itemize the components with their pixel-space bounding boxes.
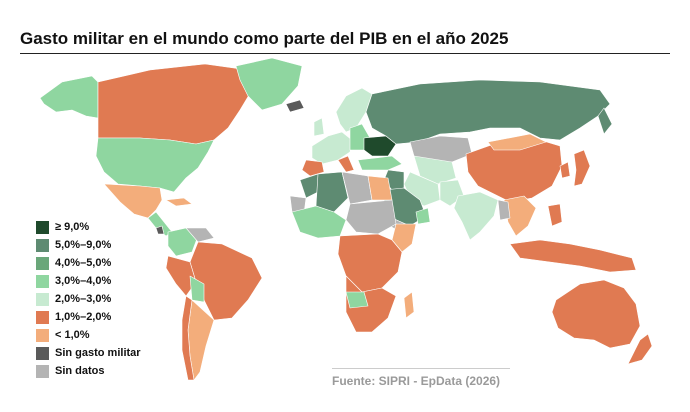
region-chile[interactable] [181, 295, 195, 381]
legend-label: 5,0%–9,0% [55, 239, 112, 251]
map-title: Gasto militar en el mundo como parte del… [20, 29, 509, 48]
legend-item-1-2: 1,0%–2,0% [36, 308, 141, 326]
legend-item-3-4: 3,0%–4,0% [36, 272, 141, 290]
region-mexico[interactable] [103, 183, 163, 219]
legend-label: Sin gasto militar [55, 347, 141, 359]
region-bolivia[interactable] [189, 275, 205, 303]
legend-swatch [36, 256, 49, 270]
legend-swatch [36, 292, 49, 306]
region-egypt[interactable] [367, 175, 393, 201]
region-iceland[interactable] [285, 99, 305, 113]
legend-item-ge9: ≥ 9,0% [36, 218, 141, 236]
legend: ≥ 9,0% 5,0%–9,0% 4,0%–5,0% 3,0%–4,0% 2,0… [36, 218, 141, 380]
region-madagascar[interactable] [403, 291, 415, 319]
legend-swatch [36, 328, 49, 342]
region-chad-sudan[interactable] [345, 199, 397, 235]
region-italy[interactable] [337, 155, 355, 173]
legend-label: 4,0%–5,0% [55, 257, 112, 269]
region-alaska[interactable] [39, 75, 99, 119]
region-iberia[interactable] [301, 159, 325, 177]
region-angola[interactable] [345, 291, 369, 309]
region-southeast-asia[interactable] [503, 195, 537, 237]
region-western-europe[interactable] [311, 131, 353, 165]
region-indonesia[interactable] [509, 239, 637, 273]
region-algeria[interactable] [315, 171, 349, 213]
legend-label: < 1,0% [55, 329, 90, 341]
legend-swatch [36, 310, 49, 324]
legend-item-nodata: Sin datos [36, 362, 141, 380]
region-myanmar[interactable] [497, 199, 511, 221]
region-australia[interactable] [551, 279, 641, 349]
region-korea[interactable] [559, 161, 571, 179]
region-horn-africa[interactable] [391, 223, 417, 253]
legend-swatch [36, 274, 49, 288]
legend-item-none: Sin gasto militar [36, 344, 141, 362]
region-japan[interactable] [573, 149, 591, 187]
region-southern-africa[interactable] [345, 275, 397, 333]
region-kamchatka[interactable] [597, 107, 613, 135]
legend-swatch [36, 364, 49, 378]
legend-item-2-3: 2,0%–3,0% [36, 290, 141, 308]
region-new-zealand[interactable] [627, 333, 653, 365]
region-central-africa[interactable] [337, 233, 403, 293]
region-venezuela[interactable] [185, 227, 215, 243]
region-india[interactable] [453, 191, 499, 241]
region-russia[interactable] [365, 79, 611, 145]
region-usa[interactable] [95, 137, 215, 193]
region-costa-rica[interactable] [155, 225, 165, 235]
legend-swatch [36, 238, 49, 252]
legend-item-4-5: 4,0%–5,0% [36, 254, 141, 272]
legend-label: Sin datos [55, 365, 105, 377]
region-caribbean[interactable] [165, 197, 193, 207]
region-turkey[interactable] [357, 155, 403, 171]
region-canada[interactable] [97, 63, 253, 145]
legend-swatch [36, 346, 49, 360]
region-oman[interactable] [415, 207, 431, 225]
region-west-africa[interactable] [291, 205, 347, 239]
title-divider [20, 53, 670, 54]
region-mongolia[interactable] [487, 133, 547, 151]
legend-label: ≥ 9,0% [55, 221, 90, 233]
legend-label: 2,0%–3,0% [55, 293, 112, 305]
region-greenland[interactable] [235, 57, 303, 111]
legend-label: 3,0%–4,0% [55, 275, 112, 287]
region-uk[interactable] [313, 117, 325, 137]
legend-item-lt1: < 1,0% [36, 326, 141, 344]
source-divider [332, 368, 510, 369]
legend-label: 1,0%–2,0% [55, 311, 112, 323]
legend-swatch [36, 220, 49, 234]
source-credit: Fuente: SIPRI - EpData (2026) [332, 374, 501, 388]
legend-item-5-9: 5,0%–9,0% [36, 236, 141, 254]
region-philippines[interactable] [547, 203, 563, 227]
